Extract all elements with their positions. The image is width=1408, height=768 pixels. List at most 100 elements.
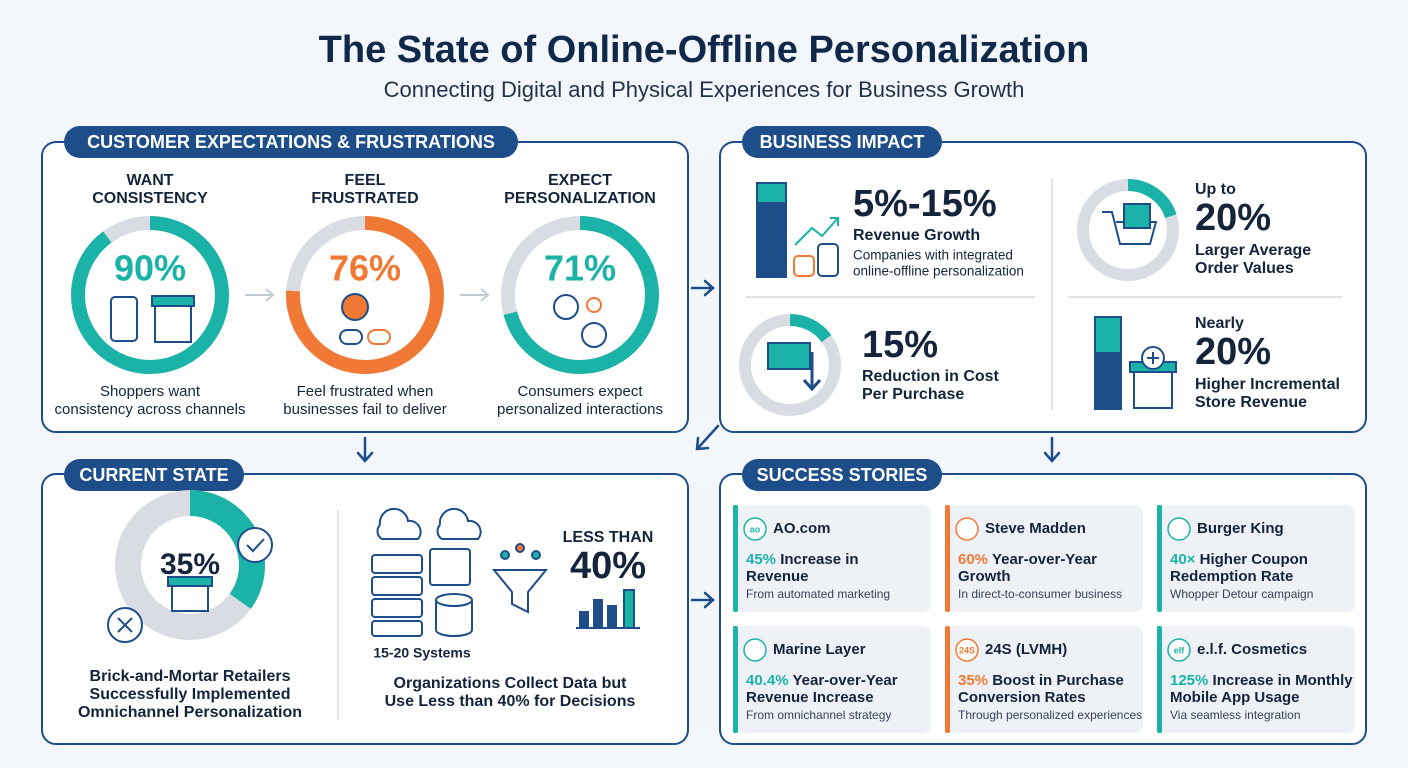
metric-line: 40.4% Year-over-Year xyxy=(746,672,898,689)
card-accent xyxy=(1157,626,1162,733)
metric-text: Year-over-Year xyxy=(992,551,1097,568)
company-name: e.l.f. Cosmetics xyxy=(1197,641,1307,658)
section-pill xyxy=(64,459,244,491)
logo xyxy=(743,517,767,541)
card-note: Through personalized experiences xyxy=(958,708,1142,722)
card-accent xyxy=(945,626,950,733)
mini-bar xyxy=(593,599,603,629)
impact-detail: online-offline personalization xyxy=(853,264,1024,279)
metric: 60% xyxy=(958,551,988,568)
arrow xyxy=(356,436,374,463)
stat-label: 71% xyxy=(544,248,616,289)
ring-arc xyxy=(286,216,444,374)
item-title: EXPECT xyxy=(548,172,612,189)
card-accent xyxy=(945,505,950,612)
impact-stat: 15% xyxy=(862,324,938,366)
funnel-icon xyxy=(491,569,549,614)
person-icon xyxy=(553,294,579,320)
metric: 45% xyxy=(746,551,776,568)
metric-text: Increase in Monthly xyxy=(1213,672,1354,689)
cloud-icon xyxy=(436,507,482,540)
state-caption: Omnichannel Personalization xyxy=(78,704,302,721)
gear-icon xyxy=(586,297,602,313)
section-pill xyxy=(742,126,942,158)
store-icon xyxy=(1133,371,1173,409)
ring-arc xyxy=(739,314,841,416)
state-caption: Use Less than 40% for Decisions xyxy=(385,693,636,710)
metric: 125% xyxy=(1170,672,1208,689)
stat-prefix: LESS THAN xyxy=(563,529,654,546)
link-icon xyxy=(367,329,391,345)
item-caption: businesses fail to deliver xyxy=(283,401,446,418)
metric-text: Increase in xyxy=(780,551,858,568)
dot-icon xyxy=(515,543,525,553)
card-accent xyxy=(733,505,738,612)
arrow xyxy=(690,591,715,609)
bar-icon-base xyxy=(756,202,787,278)
section-pill xyxy=(64,126,518,158)
impact-title: Larger Average xyxy=(1195,242,1311,259)
dot-icon xyxy=(531,550,541,560)
stat-label: 90% xyxy=(114,248,186,289)
dot-icon xyxy=(500,550,510,560)
phone-icon xyxy=(110,296,138,342)
face-icon xyxy=(341,293,369,321)
metric-text: Redemption Rate xyxy=(1170,568,1293,585)
item-title: FRUSTRATED xyxy=(311,190,418,207)
systems-label: 15-20 Systems xyxy=(373,645,471,661)
database-icon xyxy=(435,600,473,637)
impact-title: Per Purchase xyxy=(862,386,964,403)
item-caption: Shoppers want xyxy=(100,383,201,400)
item-title: PERSONALIZATION xyxy=(504,190,656,207)
down-icon xyxy=(802,352,822,392)
company-name: Burger King xyxy=(1197,520,1284,537)
company-name: 24S (LVMH) xyxy=(985,641,1067,658)
logo xyxy=(955,638,979,662)
impact-prefix: Up to xyxy=(1195,181,1236,198)
metric-text: Higher Coupon xyxy=(1200,551,1308,568)
arrow xyxy=(695,424,720,451)
card-note: In direct-to-consumer business xyxy=(958,587,1122,601)
section-heading: CUSTOMER EXPECTATIONS & FRUSTRATIONS xyxy=(87,132,495,152)
metric: 35% xyxy=(958,672,988,689)
bar-icon-top xyxy=(1094,316,1122,354)
ring-arc xyxy=(1077,179,1179,281)
metric-text: Year-over-Year xyxy=(792,672,897,689)
ring-arc xyxy=(115,490,265,640)
metric-text: Boost in Purchase xyxy=(992,672,1124,689)
arrow xyxy=(1043,436,1061,463)
mini-bar xyxy=(579,611,589,629)
section-heading: BUSINESS IMPACT xyxy=(760,132,925,152)
arrow xyxy=(690,279,715,297)
money-icon xyxy=(767,342,811,370)
card-accent xyxy=(1157,505,1162,612)
cross-mark xyxy=(117,617,133,633)
server-icon xyxy=(371,620,423,637)
metric: 40.4% xyxy=(746,672,789,689)
company-name: AO.com xyxy=(773,520,831,537)
impact-title: Revenue Growth xyxy=(853,227,980,244)
logo-text: 24S xyxy=(959,645,975,655)
metric-line: 40× Higher Coupon xyxy=(1170,551,1308,568)
store-awning xyxy=(151,295,195,307)
item-title: WANT xyxy=(126,172,173,189)
card-note: From automated marketing xyxy=(746,587,890,601)
card-accent xyxy=(733,626,738,733)
company-name: Marine Layer xyxy=(773,641,866,658)
box-icon xyxy=(1123,203,1151,229)
chevron xyxy=(245,288,275,302)
section-heading: CURRENT STATE xyxy=(79,465,228,485)
impact-title: Higher Incremental xyxy=(1195,376,1340,393)
trend-icon xyxy=(794,217,839,246)
state-caption: Organizations Collect Data but xyxy=(394,675,628,692)
impact-detail: Companies with integrated xyxy=(853,248,1013,263)
server-icon xyxy=(429,548,471,586)
server-icon xyxy=(371,576,423,596)
impact-prefix: Nearly xyxy=(1195,315,1244,332)
store-awning xyxy=(167,576,213,587)
impact-title: Order Values xyxy=(1195,260,1294,277)
item-caption: Consumers expect xyxy=(517,383,643,400)
story-card xyxy=(1157,505,1355,612)
item-caption: consistency across channels xyxy=(55,401,246,418)
logo-text: ao xyxy=(750,524,761,534)
